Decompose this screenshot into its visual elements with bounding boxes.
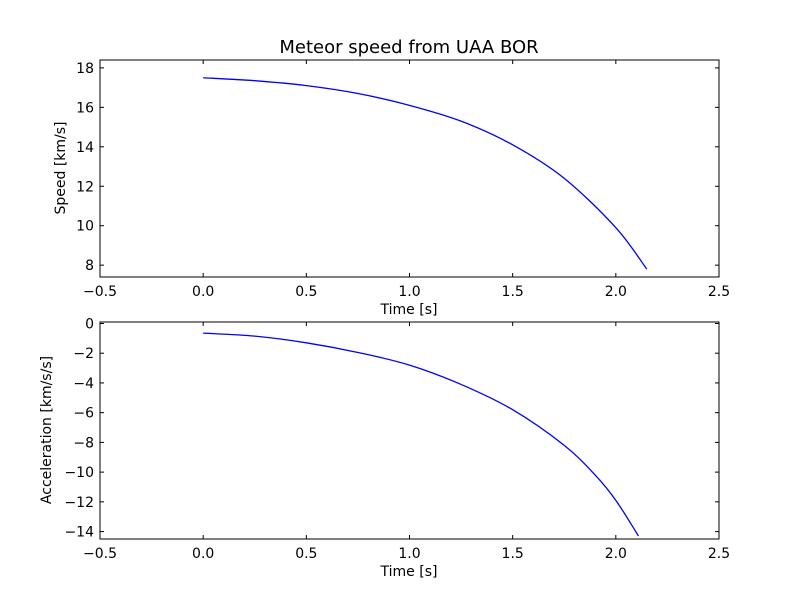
speed-x-tick-label: 1.5 [502, 284, 524, 300]
speed-y-tick-label: 16 [76, 100, 94, 116]
speed-x-tick-label: 0.5 [295, 284, 317, 300]
acceleration-lines [203, 332, 640, 537]
speed-x-tick-label: 2.5 [708, 284, 730, 300]
acceleration-y-tick-label: −10 [64, 465, 94, 481]
acceleration-x-tick-label: 1.0 [398, 546, 420, 562]
acceleration-x-tick-label: 2.0 [605, 546, 627, 562]
speed-y-tick-label: 10 [76, 219, 94, 235]
speed-x-tick-label: −0.5 [83, 284, 117, 300]
acceleration-x-axis-label: Time [s] [380, 564, 438, 580]
speed-x-tick-label: 0.0 [192, 284, 214, 300]
speed-y-tick-label: 14 [76, 140, 94, 156]
acceleration-y-tick-label: −6 [73, 406, 94, 422]
speed-x-tick-label: 1.0 [398, 284, 420, 300]
speed-x-axis-label: Time [s] [380, 302, 438, 318]
acceleration-x-tick-label: −0.5 [83, 546, 117, 562]
acceleration-y-tick-label: −8 [73, 435, 94, 451]
speed-ticks: −0.5 0.0 0.5 1.0 1.5 2.0 2.5 8 10 12 14 16 18 [76, 60, 730, 300]
acceleration-series-line [203, 332, 640, 537]
speed-y-tick-label: 12 [76, 179, 94, 195]
acceleration-y-tick-label: −2 [73, 346, 94, 362]
speed-axes: Meteor speed from UAA BOR Time [s] Speed… [53, 37, 730, 318]
speed-series-line [203, 77, 648, 270]
acceleration-x-tick-label: 2.5 [708, 546, 730, 562]
acceleration-x-tick-label: 0.0 [192, 546, 214, 562]
acceleration-y-tick-label: −12 [64, 495, 94, 511]
speed-y-tick-label: 8 [85, 258, 94, 274]
speed-lines [203, 77, 648, 270]
acceleration-x-tick-label: 1.5 [502, 546, 524, 562]
acceleration-x-tick-label: 0.5 [295, 546, 317, 562]
acceleration-y-tick-label: −4 [73, 376, 94, 392]
acceleration-plot-frame [99, 321, 720, 540]
speed-y-axis-label: Speed [km/s] [53, 121, 69, 214]
acceleration-axes: Time [s] Acceleration [km/s/s] −0.5 0.0 0.… [39, 316, 730, 580]
speed-plot-frame [99, 59, 720, 278]
acceleration-y-tick-label: 0 [85, 316, 94, 332]
acceleration-ticks: −0.5 0.0 0.5 1.0 1.5 2.0 2.5 0 −2 −4 −6 −8 −10 −12 −14 [64, 316, 730, 562]
acceleration-y-tick-label: −14 [64, 525, 94, 541]
acceleration-y-axis-label: Acceleration [km/s/s] [39, 356, 55, 504]
speed-y-tick-label: 18 [76, 61, 94, 77]
chart-title: Meteor speed from UAA BOR [279, 37, 538, 58]
speed-x-tick-label: 2.0 [605, 284, 627, 300]
